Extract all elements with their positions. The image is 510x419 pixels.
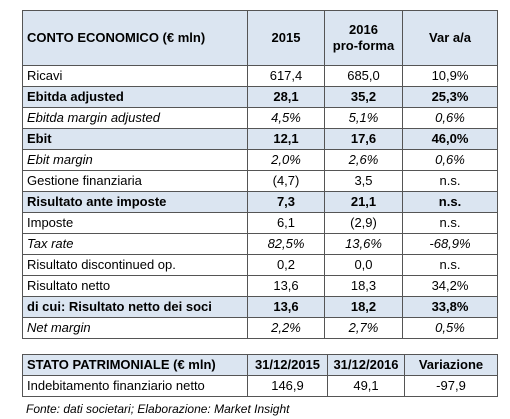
table-row: Risultato ante imposte 7,3 21,1 n.s. [22,191,498,213]
cell: 34,2% [402,275,498,297]
cell: (2,9) [324,212,403,234]
table-row: Tax rate 82,5% 13,6% -68,9% [22,233,498,255]
cell: n.s. [402,191,498,213]
table-row: Imposte 6,1 (2,9) n.s. [22,212,498,234]
table-row: Indebitamento finanziario netto 146,9 49,1… [22,375,498,397]
cell: 49,1 [327,375,405,397]
cell: 2,2% [247,317,325,339]
header-cell: 2015 [247,10,325,66]
cell: 35,2 [324,86,403,108]
cell: 13,6 [247,275,325,297]
cell: 10,9% [402,65,498,87]
cell: 2,7% [324,317,403,339]
cell: n.s. [402,254,498,276]
header-cell: CONTO ECONOMICO (€ mln) [22,10,248,66]
cell: 3,5 [324,170,403,192]
cell: 12,1 [247,128,325,150]
table-row: Ebitda adjusted 28,1 35,2 25,3% [22,86,498,108]
table-row: Gestione finanziaria (4,7) 3,5 n.s. [22,170,498,192]
cell: 18,2 [324,296,403,318]
cell: -97,9 [404,375,498,397]
header-cell: Variazione [404,354,498,376]
cell: Ricavi [22,65,248,87]
table-row: Ebit margin 2,0% 2,6% 0,6% [22,149,498,171]
cell: 2,0% [247,149,325,171]
cell: 46,0% [402,128,498,150]
header-cell: Var a/a [402,10,498,66]
header-cell: 31/12/2016 [327,354,405,376]
table-row: Risultato discontinued op. 0,2 0,0 n.s. [22,254,498,276]
cell: Risultato ante imposte [22,191,248,213]
table-row: Ebitda margin adjusted 4,5% 5,1% 0,6% [22,107,498,129]
cell: 18,3 [324,275,403,297]
cell: 0,5% [402,317,498,339]
cell: 21,1 [324,191,403,213]
cell: Net margin [22,317,248,339]
cell: (4,7) [247,170,325,192]
cell: Ebitda adjusted [22,86,248,108]
footnote: Fonte: dati societari; Elaborazione: Mar… [26,402,290,416]
cell: n.s. [402,170,498,192]
balance-table: STATO PATRIMONIALE (€ mln) 31/12/2015 31/1… [22,354,498,397]
cell: 33,8% [402,296,498,318]
cell: Ebit [22,128,248,150]
table-row: di cui: Risultato netto dei soci 13,6 18,2… [22,296,498,318]
cell: 5,1% [324,107,403,129]
cell: Ebit margin [22,149,248,171]
cell: Ebitda margin adjusted [22,107,248,129]
cell: 685,0 [324,65,403,87]
table-row: Risultato netto 13,6 18,3 34,2% [22,275,498,297]
cell: Risultato discontinued op. [22,254,248,276]
cell: 0,2 [247,254,325,276]
cell: 0,6% [402,149,498,171]
table-row: Ricavi 617,4 685,0 10,9% [22,65,498,87]
cell: 82,5% [247,233,325,255]
table-row: Ebit 12,1 17,6 46,0% [22,128,498,150]
table-row: Net margin 2,2% 2,7% 0,5% [22,317,498,339]
cell: di cui: Risultato netto dei soci [22,296,248,318]
cell: 25,3% [402,86,498,108]
header-cell: 31/12/2015 [247,354,328,376]
cell: n.s. [402,212,498,234]
cell: 7,3 [247,191,325,213]
cell: 617,4 [247,65,325,87]
cell: 4,5% [247,107,325,129]
cell: 13,6% [324,233,403,255]
cell: 0,0 [324,254,403,276]
header-row: CONTO ECONOMICO (€ mln) 2015 2016 pro-form… [22,10,498,66]
cell: Tax rate [22,233,248,255]
header-cell: STATO PATRIMONIALE (€ mln) [22,354,248,376]
income-table: CONTO ECONOMICO (€ mln) 2015 2016 pro-form… [22,10,498,339]
cell: Imposte [22,212,248,234]
cell: Gestione finanziaria [22,170,248,192]
cell: Risultato netto [22,275,248,297]
cell: 146,9 [247,375,328,397]
cell: 2,6% [324,149,403,171]
cell: 6,1 [247,212,325,234]
cell: 0,6% [402,107,498,129]
cell: -68,9% [402,233,498,255]
header-row: STATO PATRIMONIALE (€ mln) 31/12/2015 31/1… [22,354,498,376]
header-cell: 2016 pro-forma [324,10,403,66]
cell: 28,1 [247,86,325,108]
cell: 13,6 [247,296,325,318]
cell: 17,6 [324,128,403,150]
cell: Indebitamento finanziario netto [22,375,248,397]
